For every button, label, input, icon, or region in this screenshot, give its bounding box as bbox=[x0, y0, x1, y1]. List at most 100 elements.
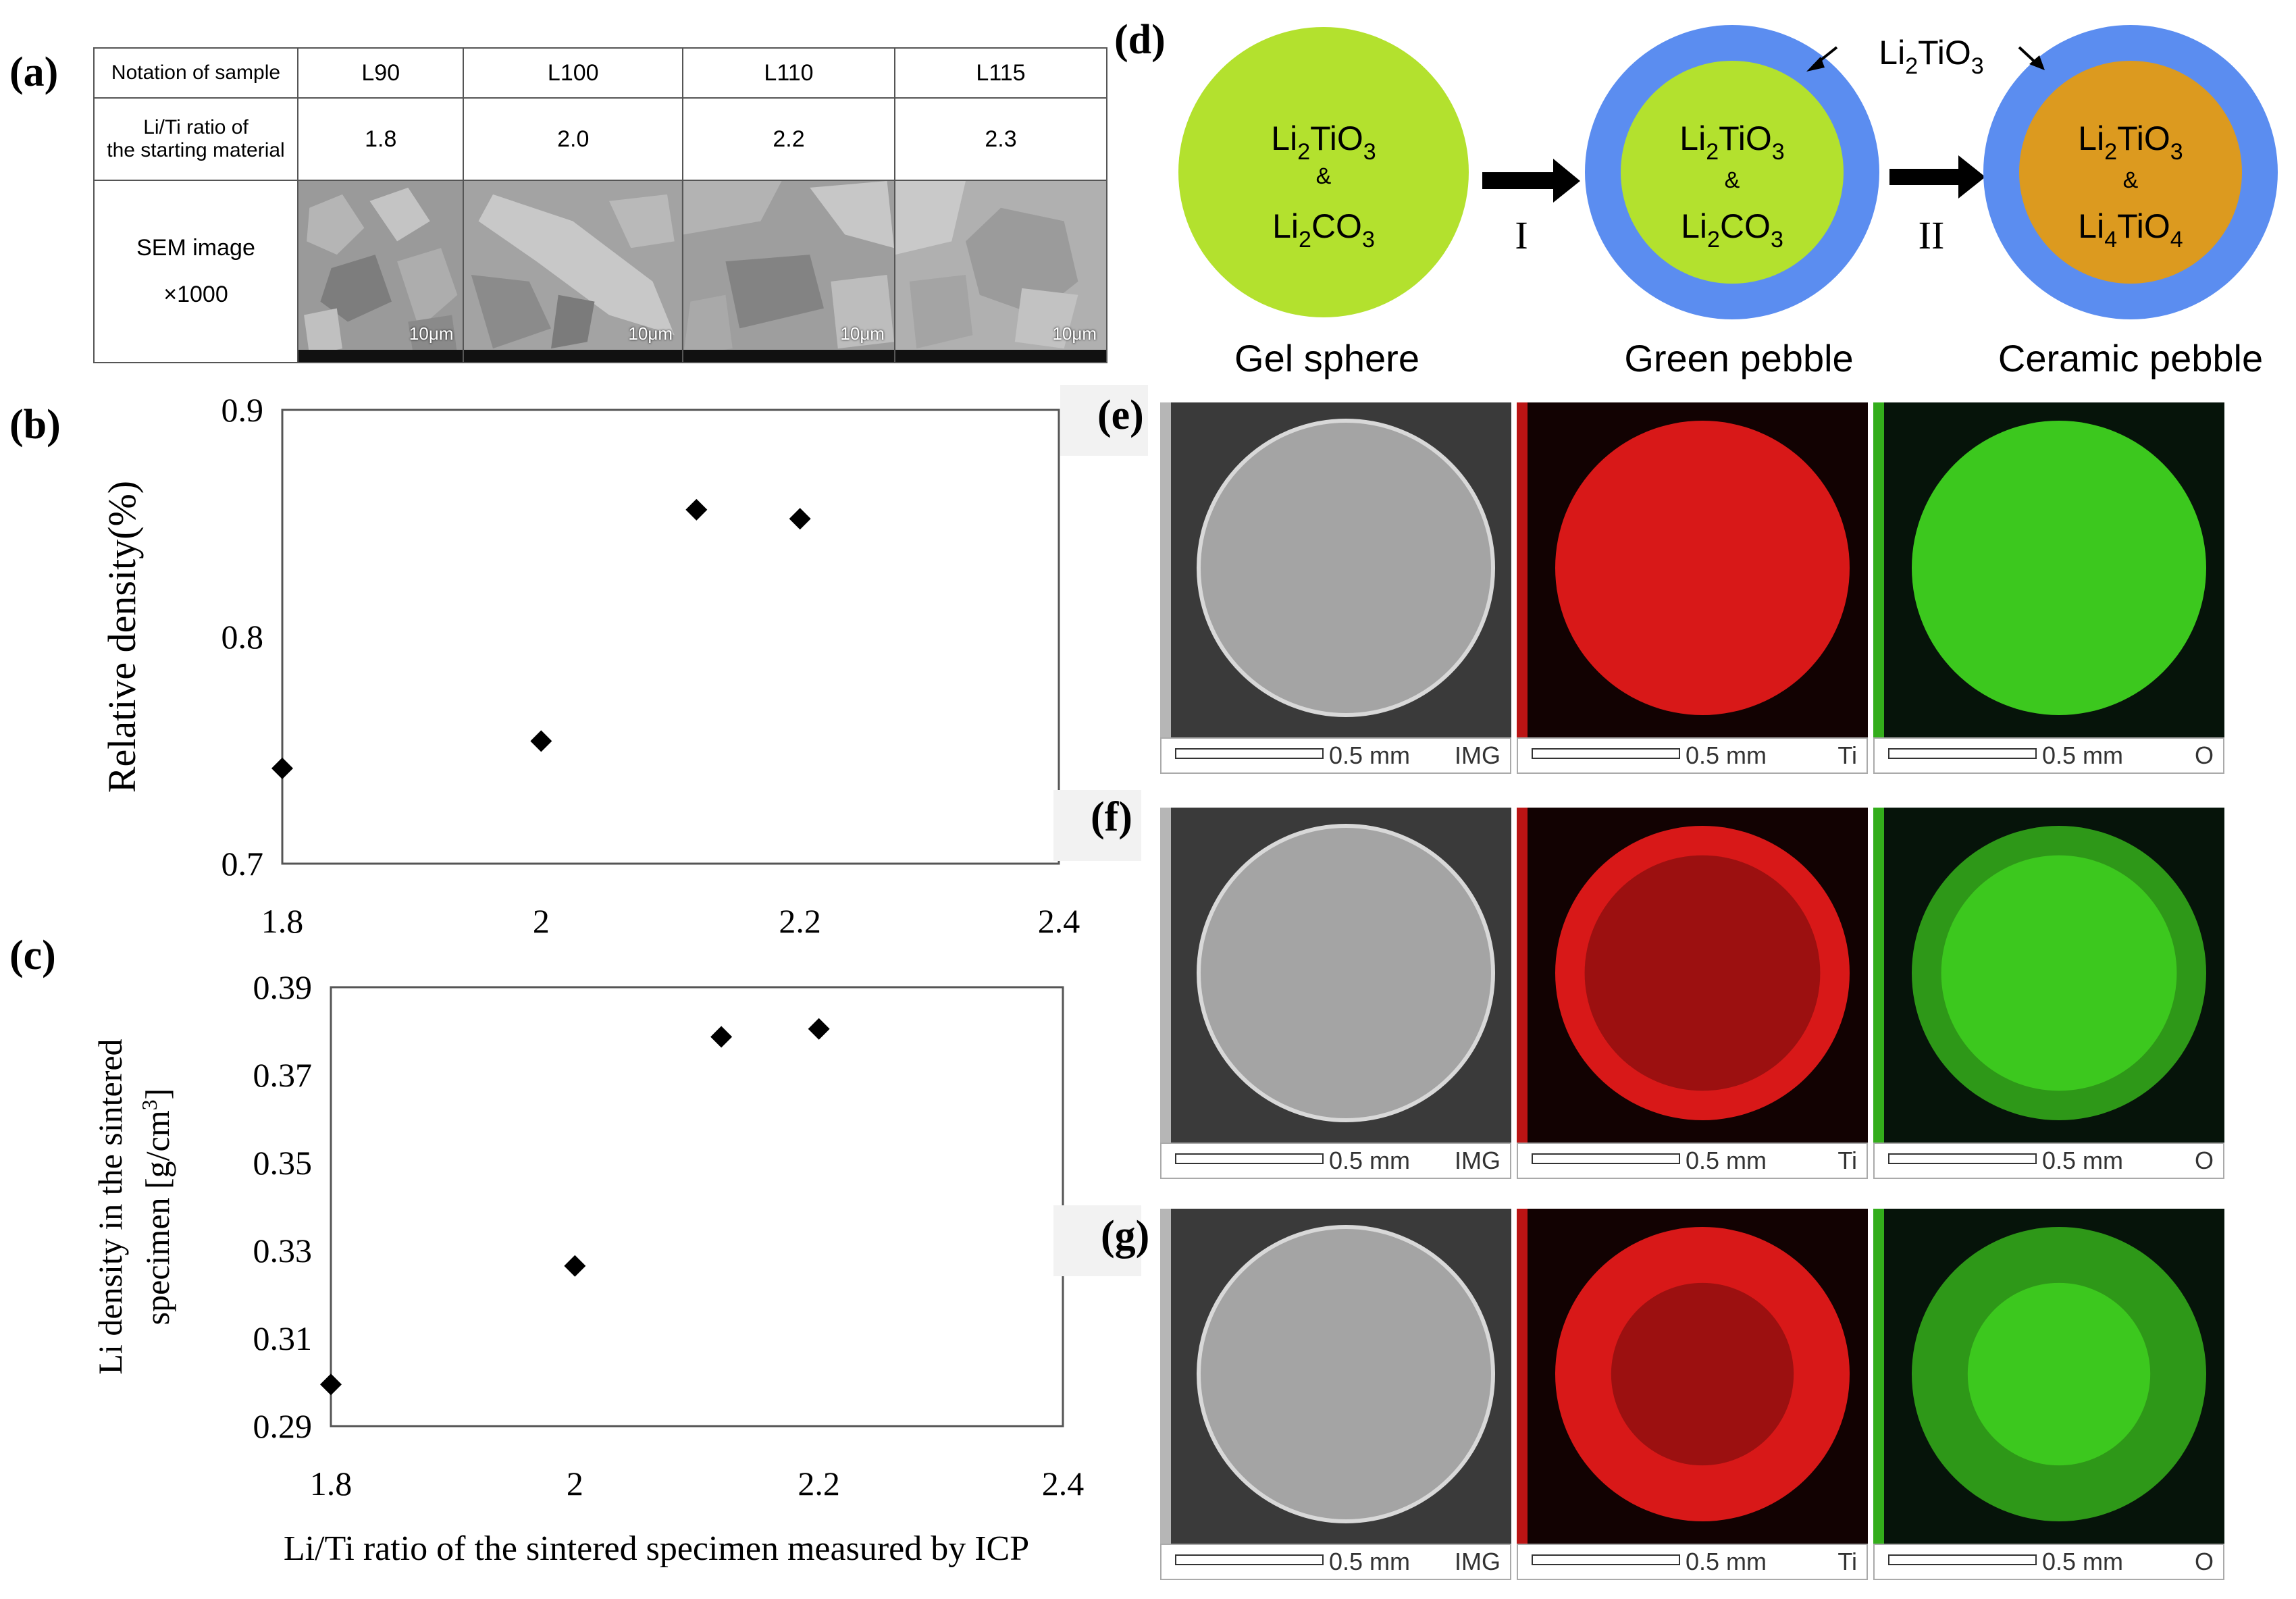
shell-label: Li2TiO3 bbox=[1879, 34, 1983, 79]
sem-image-l110: 10μm bbox=[681, 180, 895, 363]
ratio-value: 1.8 bbox=[296, 97, 465, 181]
channel-tag: O bbox=[2194, 741, 2214, 769]
scale-strip: 0.5 mm IMG bbox=[1160, 1143, 1511, 1179]
y-tick-label: 0.33 bbox=[253, 1232, 313, 1269]
eds-row-f: 0.5 mm IMG 0.5 mm Ti 0.5 mm O bbox=[1160, 808, 2224, 1183]
scale-label: 0.5 mm bbox=[1329, 741, 1411, 769]
sem-info-bar bbox=[683, 350, 893, 361]
ratio-value: 2.2 bbox=[681, 97, 895, 181]
scale-bar bbox=[1888, 1153, 2037, 1164]
ti-map bbox=[1517, 808, 1868, 1143]
scale-strip: 0.5 mm O bbox=[1873, 1544, 2224, 1580]
o-map bbox=[1873, 402, 2224, 737]
data-point-diamond bbox=[271, 757, 293, 779]
sample-table: Notation of sample L90 L100 L110 L115 Li… bbox=[93, 47, 1108, 363]
sphere-ampersand: & bbox=[1725, 167, 1740, 193]
channel-tag: IMG bbox=[1455, 1548, 1501, 1575]
sem-texture bbox=[299, 182, 463, 361]
panel-label-c: (c) bbox=[9, 933, 56, 978]
sphere-ampersand: & bbox=[1316, 163, 1332, 189]
plot-frame bbox=[281, 409, 1060, 865]
panel-label-b: (b) bbox=[9, 402, 61, 448]
scale-bar bbox=[1888, 748, 2037, 759]
eds-row-e: 0.5 mm IMG 0.5 mm Ti 0.5 mm O bbox=[1160, 402, 2224, 778]
scale-bar bbox=[1175, 748, 1324, 759]
y-tick-label: 0.37 bbox=[253, 1056, 313, 1094]
scale-strip: 0.5 mm IMG bbox=[1160, 737, 1511, 774]
scale-bar bbox=[1532, 748, 1680, 759]
sem-texture bbox=[465, 182, 681, 361]
green-pebble-core bbox=[1621, 61, 1844, 284]
pointer-arrow-left-icon bbox=[1806, 46, 1838, 72]
sphere-formula-bottom: Li2CO3 bbox=[1681, 207, 1783, 253]
scale-strip: 0.5 mm O bbox=[1873, 1143, 2224, 1179]
sem-cross-section bbox=[1160, 1209, 1511, 1544]
channel-tag: IMG bbox=[1455, 1147, 1501, 1174]
scale-bar bbox=[1532, 1554, 1680, 1565]
x-tick-label: 2.2 bbox=[779, 902, 821, 940]
y-tick-label: 0.29 bbox=[253, 1407, 313, 1445]
eds-row-g: 0.5 mm IMG 0.5 mm Ti 0.5 mm O bbox=[1160, 1209, 2224, 1584]
x-tick-labels: 1.8 2 2.2 2.4 bbox=[261, 902, 1080, 940]
sem-scale-label: 10μm bbox=[409, 323, 454, 344]
data-point-diamond bbox=[320, 1373, 342, 1396]
scale-label: 0.5 mm bbox=[2042, 741, 2124, 769]
sem-info-bar bbox=[465, 350, 681, 361]
scale-label: 0.5 mm bbox=[2042, 1548, 2124, 1575]
panel-label-a: (a) bbox=[9, 49, 59, 95]
y-axis-label-unit: specimen [g/cm bbox=[138, 1110, 176, 1325]
sem-cross-section bbox=[1160, 402, 1511, 737]
data-point-diamond bbox=[530, 730, 552, 752]
y-tick-label: 0.35 bbox=[253, 1144, 313, 1182]
plot-frame bbox=[330, 986, 1064, 1427]
y-axis-label-line1: Li density in the sintered bbox=[91, 1039, 129, 1374]
sample-name: L110 bbox=[681, 47, 895, 99]
ratio-value: 2.0 bbox=[463, 97, 683, 181]
x-axis-label: Li/Ti ratio of the sintered specimen mea… bbox=[284, 1529, 1029, 1568]
data-point-diamond bbox=[808, 1018, 830, 1040]
sphere-formula-top: Li2TiO3 bbox=[1679, 120, 1784, 165]
x-tick-label: 1.8 bbox=[310, 1465, 353, 1502]
sem-image-l115: 10μm bbox=[893, 180, 1108, 363]
caption-gel-sphere: Gel sphere bbox=[1234, 337, 1419, 379]
header-sem-label: SEM image bbox=[136, 235, 255, 261]
sem-scale-label: 10μm bbox=[840, 323, 885, 344]
ceramic-pebble-core bbox=[2019, 61, 2242, 284]
scale-strip: 0.5 mm IMG bbox=[1160, 1544, 1511, 1580]
sample-name: L90 bbox=[296, 47, 465, 99]
sem-texture bbox=[895, 182, 1105, 361]
scale-strip: 0.5 mm Ti bbox=[1517, 1544, 1868, 1580]
y-tick-labels: 0.7 0.8 0.9 bbox=[221, 391, 264, 883]
x-tick-label: 2 bbox=[533, 902, 550, 940]
data-points bbox=[320, 1018, 830, 1396]
sem-scale-label: 10μm bbox=[628, 323, 673, 344]
x-tick-label: 2.4 bbox=[1038, 902, 1080, 940]
y-tick-label: 0.39 bbox=[253, 968, 313, 1006]
data-point-diamond bbox=[789, 508, 811, 530]
label-box bbox=[1060, 385, 1148, 456]
step-label-1: I bbox=[1515, 213, 1528, 257]
sphere-formula-top: Li2TiO3 bbox=[1271, 120, 1376, 165]
scale-strip: 0.5 mm Ti bbox=[1517, 1143, 1868, 1179]
pebble-schematic: Li2TiO3 & Li2CO3 Gel sphere I Li2TiO3 & … bbox=[1178, 25, 2278, 379]
sample-name: L100 bbox=[463, 47, 683, 99]
channel-tag: O bbox=[2194, 1147, 2214, 1174]
ratio-value: 2.3 bbox=[893, 97, 1108, 181]
scale-bar bbox=[1175, 1153, 1324, 1164]
sem-cross-section bbox=[1160, 808, 1511, 1143]
y-axis-label: Relative density(%) bbox=[100, 481, 144, 793]
header-notation: Notation of sample bbox=[93, 47, 298, 99]
x-tick-label: 2.4 bbox=[1042, 1465, 1085, 1502]
header-sem: SEM image ×1000 bbox=[93, 180, 298, 363]
panel-label-f: (f) bbox=[1091, 794, 1132, 840]
header-li-ti-ratio: Li/Ti ratio of the starting material bbox=[93, 97, 298, 181]
x-tick-label: 1.8 bbox=[261, 902, 304, 940]
pointer-arrow-right-icon bbox=[2018, 46, 2045, 70]
scale-bar bbox=[1532, 1153, 1680, 1164]
y-axis-label-end: ] bbox=[138, 1089, 176, 1100]
channel-tag: O bbox=[2194, 1548, 2214, 1575]
data-point-diamond bbox=[710, 1026, 733, 1048]
caption-green-pebble: Green pebble bbox=[1624, 337, 1853, 379]
sem-info-bar bbox=[299, 350, 463, 361]
sem-scale-label: 10μm bbox=[1052, 323, 1097, 344]
